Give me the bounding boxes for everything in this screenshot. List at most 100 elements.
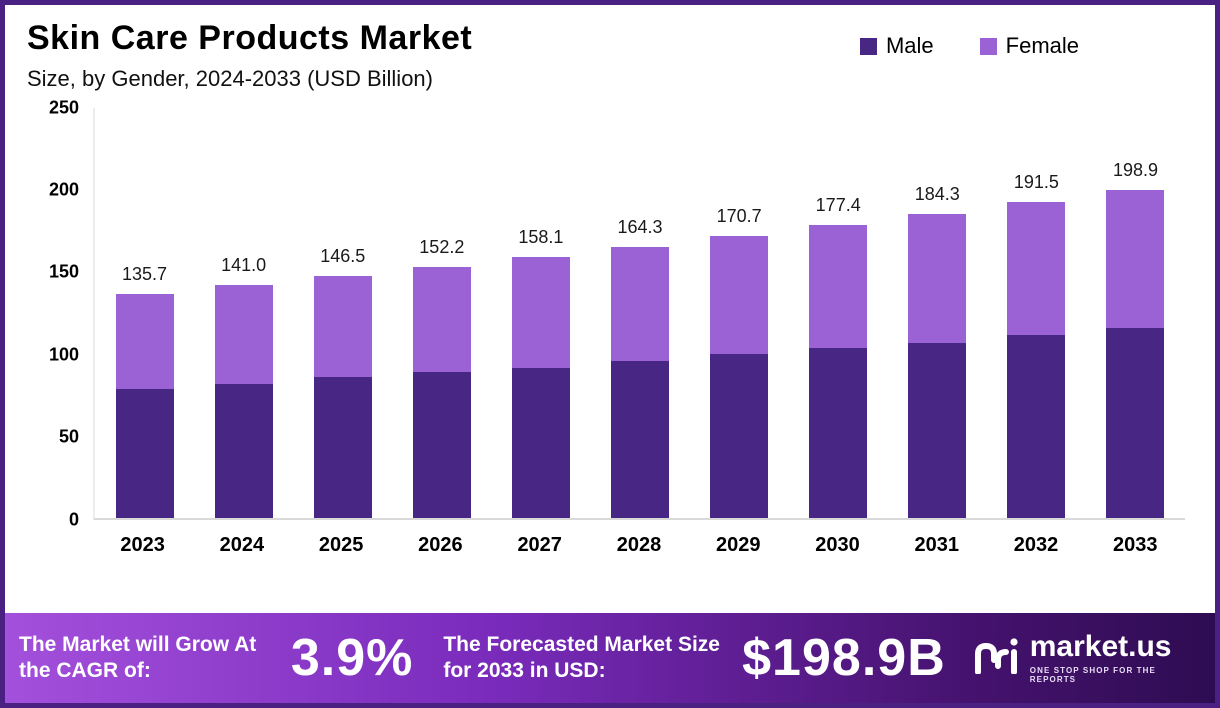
plot-area: 135.7 141.0 146.5 152.2 158.1 164.3 170.7 177.4… — [93, 107, 1185, 557]
x-axis-year-label: 2030 — [815, 533, 860, 556]
bar-group: 158.1 — [491, 108, 590, 518]
x-axis-labels: 2023 2024 2025 2026 2027 2028 2029 2030 2031 2032… — [93, 534, 1185, 557]
forecast-value: $198.9B — [742, 629, 946, 687]
bar-group: 170.7 — [690, 108, 789, 518]
bar-value-label: 198.9 — [1112, 159, 1158, 180]
bar-group: 152.2 — [392, 108, 491, 518]
brand-block: market.us ONE STOP SHOP FOR THE REPORTS — [974, 632, 1197, 684]
stacked-bar — [809, 225, 868, 518]
brand-text: market.us ONE STOP SHOP FOR THE REPORTS — [1029, 630, 1197, 685]
bar-male — [710, 354, 769, 518]
bar-female — [511, 256, 570, 368]
bar-group: 198.9 — [1086, 108, 1185, 518]
x-axis-year-label: 2028 — [616, 533, 662, 556]
bar-female — [710, 236, 769, 355]
legend-label-male: Male — [885, 33, 934, 58]
chart-section: 0 50 100 150 200 250 135.7 141.0 146.5 152.2 158.… — [5, 97, 1215, 614]
bar-value-label: 177.4 — [815, 195, 861, 216]
bar-male — [511, 367, 570, 518]
bar-female — [611, 246, 670, 361]
bar-value-label: 184.3 — [914, 183, 960, 204]
forecast-label: The Forecasted Market Size for 2033 in U… — [443, 632, 720, 682]
y-tick-label: 100 — [48, 344, 79, 365]
cagr-value: 3.9% — [290, 629, 414, 687]
bar-male — [1106, 327, 1165, 518]
brand-name: market.us — [1029, 630, 1172, 663]
bar-male — [809, 347, 868, 518]
bar-group: 177.4 — [789, 108, 888, 518]
bar-group: 184.3 — [888, 108, 987, 518]
y-tick-label: 0 — [68, 509, 79, 529]
chart-title: Skin Care Products Market — [27, 19, 473, 57]
title-block: Skin Care Products Market Size, by Gende… — [27, 17, 472, 92]
bar-value-label: 170.7 — [716, 206, 762, 227]
cagr-label: The Market will Grow At the CAGR of: — [19, 632, 257, 682]
bar-group: 191.5 — [987, 108, 1086, 518]
footer-banner: The Market will Grow At the CAGR of: 3.9… — [5, 613, 1215, 703]
male-swatch-icon — [859, 37, 877, 55]
bar-group: 164.3 — [590, 108, 689, 518]
y-tick-label: 150 — [48, 261, 79, 282]
bar-group: 141.0 — [194, 108, 293, 518]
bar-female — [1007, 201, 1066, 335]
x-axis-year-label: 2026 — [418, 533, 463, 556]
bar-male — [1007, 334, 1066, 518]
x-axis-year-label: 2031 — [914, 533, 960, 556]
x-axis-year-label: 2029 — [715, 533, 761, 556]
bar-value-label: 164.3 — [617, 216, 663, 237]
bars-area: 135.7 141.0 146.5 152.2 158.1 164.3 170.7 177.4… — [93, 107, 1185, 520]
legend-item-male: Male — [859, 33, 934, 59]
brand-tagline: ONE STOP SHOP FOR THE REPORTS — [1029, 666, 1156, 684]
legend-label-female: Female — [1005, 33, 1079, 58]
legend-item-female: Female — [979, 33, 1079, 59]
header: Skin Care Products Market Size, by Gende… — [5, 5, 1215, 92]
y-tick-label: 250 — [48, 97, 79, 117]
bar-female — [115, 293, 174, 389]
bar-female — [908, 213, 967, 343]
bar-group: 146.5 — [293, 108, 392, 518]
x-axis-year-label: 2027 — [517, 533, 562, 556]
y-axis: 0 50 100 150 200 250 — [31, 97, 93, 529]
female-swatch-icon — [979, 37, 997, 55]
bar-value-label: 141.0 — [221, 255, 267, 276]
bar-male — [611, 360, 670, 518]
bar-female — [214, 285, 273, 385]
bar-group: 135.7 — [95, 108, 194, 518]
bar-value-label: 146.5 — [320, 246, 366, 267]
x-axis-year-label: 2024 — [219, 533, 265, 556]
bar-male — [313, 377, 372, 518]
y-tick-label: 50 — [58, 426, 79, 447]
x-axis-year-label: 2033 — [1113, 533, 1158, 556]
stacked-bar — [115, 293, 174, 518]
x-axis-year-label: 2025 — [318, 533, 364, 556]
x-axis-year-label: 2032 — [1013, 533, 1059, 556]
bar-female — [412, 266, 471, 373]
y-tick-label: 200 — [48, 179, 79, 200]
chart-row: 0 50 100 150 200 250 135.7 141.0 146.5 152.2 158.… — [31, 97, 1185, 557]
stacked-bar — [214, 285, 273, 518]
stacked-bar — [908, 213, 967, 518]
stacked-bar — [1106, 189, 1165, 518]
bar-male — [214, 384, 273, 518]
market-us-logo-icon — [974, 637, 1020, 679]
stacked-bar — [313, 276, 372, 518]
bar-female — [313, 276, 372, 378]
bar-male — [412, 372, 471, 518]
stacked-bar — [1007, 201, 1066, 518]
stacked-bar — [611, 246, 670, 518]
legend: Male Female — [859, 33, 1079, 59]
chart-subtitle: Size, by Gender, 2024-2033 (USD Billion) — [27, 65, 433, 91]
stacked-bar — [710, 236, 769, 518]
bar-male — [115, 388, 174, 518]
bar-female — [809, 225, 868, 348]
bar-value-label: 191.5 — [1013, 171, 1059, 192]
bar-value-label: 152.2 — [419, 236, 465, 257]
stacked-bar — [511, 256, 570, 518]
bar-male — [908, 342, 967, 518]
bar-value-label: 135.7 — [122, 263, 168, 284]
bar-value-label: 158.1 — [518, 226, 564, 247]
stacked-bar — [412, 266, 471, 518]
x-axis-year-label: 2023 — [120, 533, 165, 556]
bar-female — [1106, 189, 1165, 328]
